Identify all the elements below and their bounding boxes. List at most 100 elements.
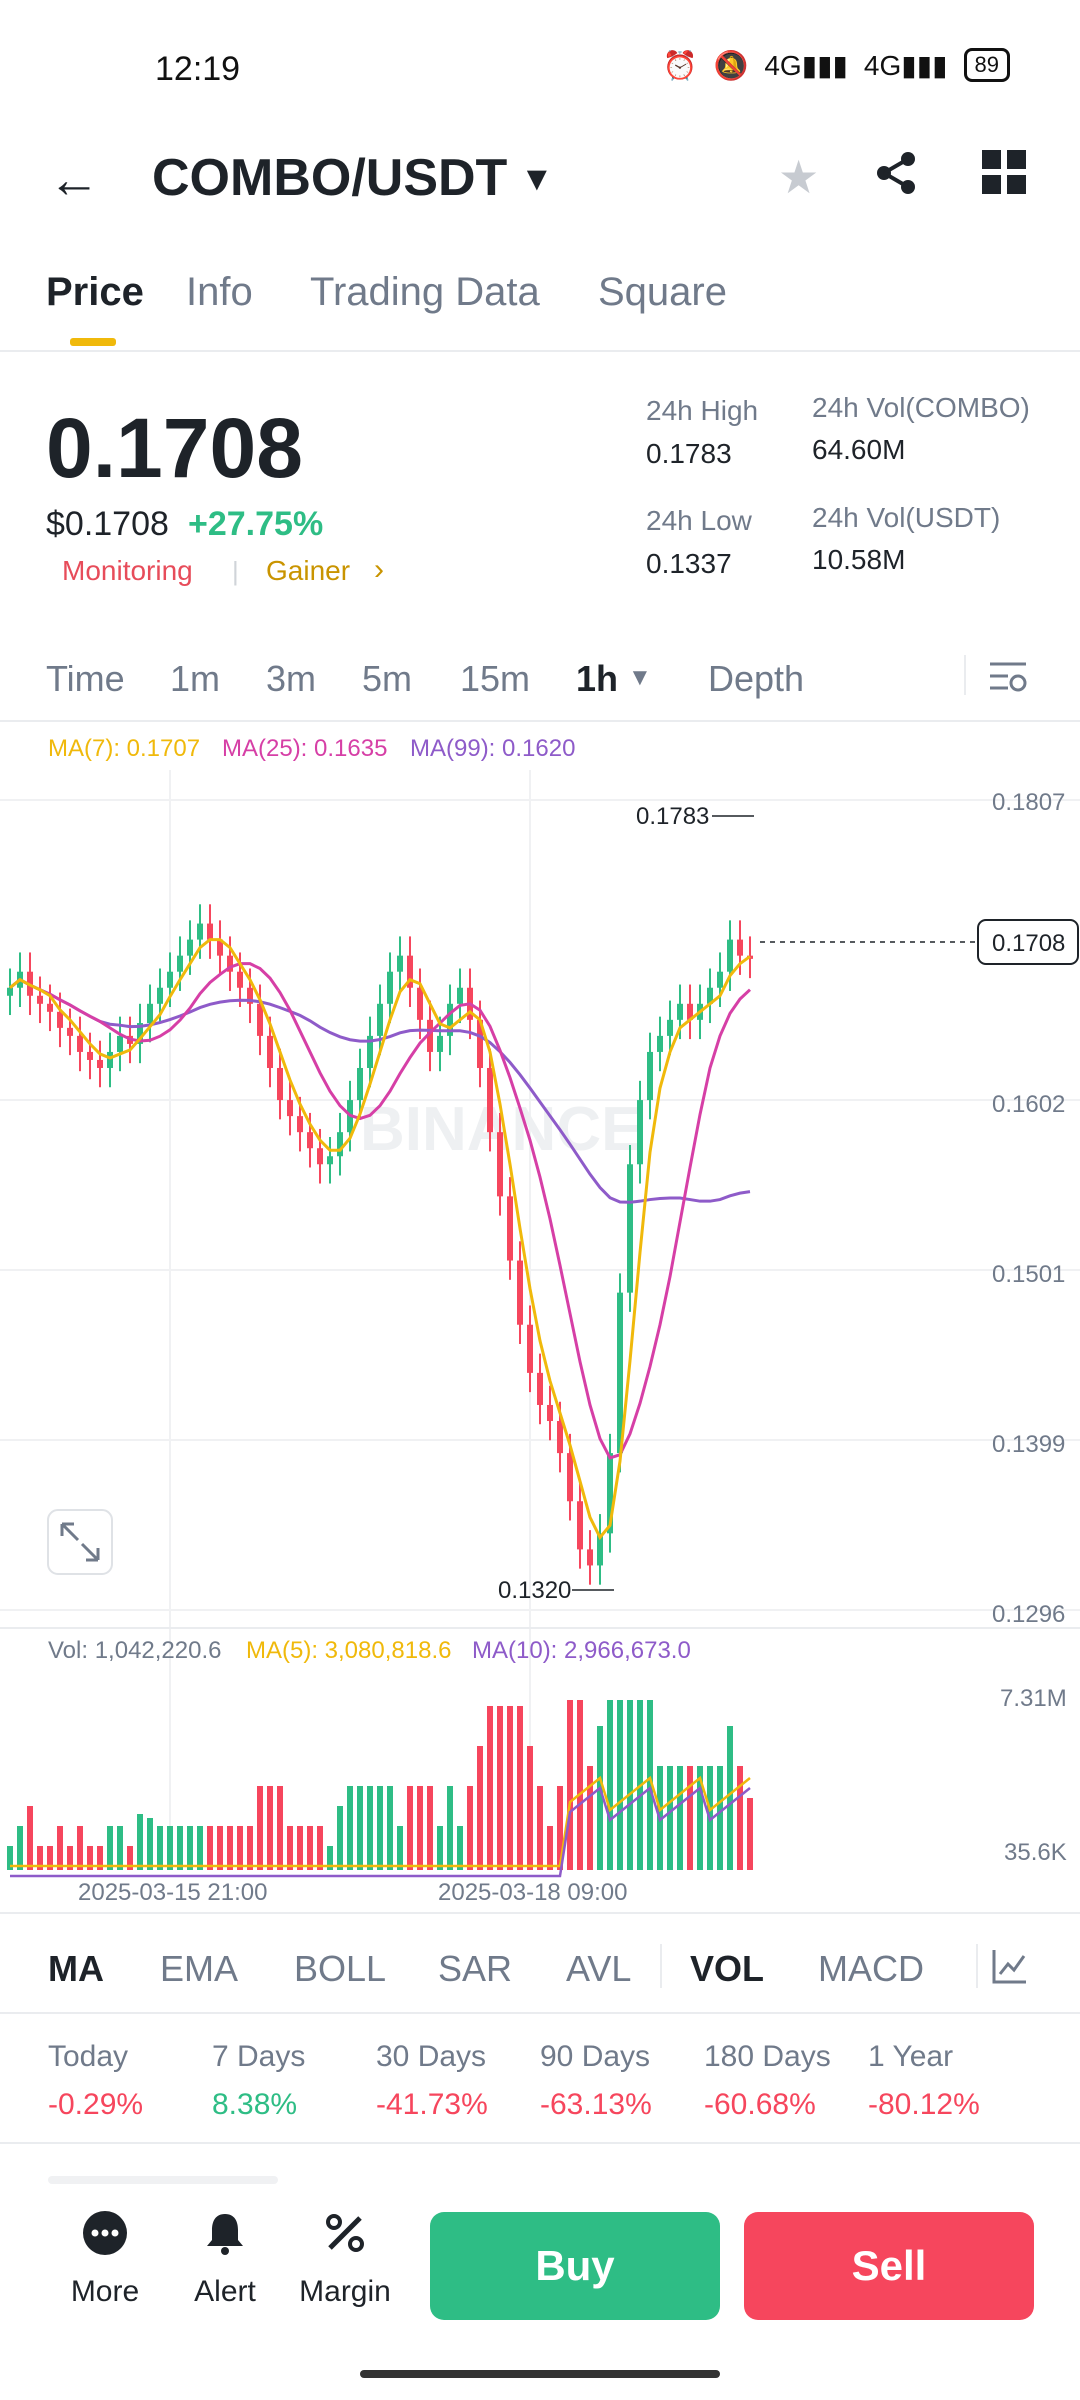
- back-arrow-icon[interactable]: ←: [48, 151, 100, 209]
- low-value: 0.1337: [646, 548, 732, 579]
- pair-title[interactable]: COMBO/USDT: [152, 149, 508, 207]
- volume-bar: [137, 1814, 143, 1870]
- candle-body: [197, 923, 203, 940]
- volume-bar: [517, 1706, 523, 1870]
- candle-body: [277, 1067, 283, 1101]
- volume-bar: [577, 1700, 583, 1870]
- chart-settings-icon[interactable]: [988, 656, 1028, 701]
- volume-bar: [727, 1726, 733, 1870]
- share-icon[interactable]: [874, 150, 920, 207]
- volume-bar: [697, 1766, 703, 1870]
- current-price-box: [977, 919, 1079, 965]
- volume-bar: [547, 1826, 553, 1870]
- candle-body: [667, 1019, 673, 1036]
- candle-body: [287, 1100, 293, 1117]
- tf-1m[interactable]: 1m: [170, 658, 221, 699]
- volume-bar: [177, 1826, 183, 1870]
- indicator-avl[interactable]: AVL: [566, 1948, 632, 1989]
- volume-bar: [457, 1826, 463, 1870]
- volume-bar: [267, 1786, 273, 1870]
- grid-menu-icon[interactable]: [982, 150, 1026, 205]
- volume-bar: [407, 1786, 413, 1870]
- margin-button[interactable]: Margin: [290, 2210, 400, 2309]
- candle-body: [607, 1453, 613, 1534]
- indicator-ma[interactable]: MA: [48, 1948, 104, 1989]
- tf-depth[interactable]: Depth: [708, 658, 805, 699]
- indicator-ema[interactable]: EMA: [160, 1948, 239, 1989]
- candle-body: [57, 1011, 63, 1028]
- more-button[interactable]: More: [50, 2210, 160, 2309]
- alert-button[interactable]: Alert: [170, 2210, 280, 2309]
- tf-1h[interactable]: 1h: [576, 658, 619, 699]
- indicator-macd[interactable]: MACD: [818, 1948, 924, 1989]
- tab-price[interactable]: Price: [46, 270, 144, 314]
- perf-label: 1 Year: [868, 2040, 954, 2073]
- favorite-star-icon[interactable]: ★: [778, 151, 820, 203]
- candle-body: [437, 1035, 443, 1052]
- candle-body: [447, 1003, 453, 1036]
- monitoring-tag[interactable]: Monitoring: [62, 555, 193, 586]
- volume-bar: [717, 1766, 723, 1870]
- chevron-right-icon[interactable]: ›: [374, 553, 384, 586]
- price-chart[interactable]: BINANCE MA(7): 0.1707 MA(25): 0.1635 MA(…: [0, 720, 1080, 1900]
- candle-body: [247, 987, 253, 1004]
- perf-value: 8.38%: [212, 2088, 298, 2121]
- candle-body: [147, 1003, 153, 1024]
- y-tick: 0.1399: [992, 1431, 1065, 1458]
- x-tick: 2025-03-15 21:00: [78, 1879, 268, 1900]
- ma99-line: [9, 977, 751, 1204]
- tf-3m[interactable]: 3m: [266, 658, 317, 699]
- current-price-label: 0.1708: [992, 930, 1065, 957]
- candle-body: [627, 1164, 633, 1293]
- volume-bar: [347, 1786, 353, 1870]
- volume-bar: [367, 1786, 373, 1870]
- indicator-settings-icon[interactable]: [990, 1946, 1030, 1991]
- vol-combo-label: 24h Vol(COMBO): [812, 392, 1030, 423]
- tab-info[interactable]: Info: [186, 270, 253, 314]
- candle-body: [167, 971, 173, 988]
- candle-body: [397, 955, 403, 972]
- y-tick: 0.1501: [992, 1261, 1065, 1288]
- home-indicator: [360, 2370, 720, 2378]
- percent-icon: [290, 2210, 400, 2267]
- candle-body: [677, 1003, 683, 1020]
- volume-bar: [617, 1700, 623, 1870]
- volume-bar: [127, 1846, 133, 1870]
- volume-bar: [37, 1846, 43, 1870]
- perf-label: 7 Days: [212, 2040, 306, 2073]
- candle-body: [707, 987, 713, 1004]
- candle-body: [87, 1051, 93, 1060]
- y-tick: 0.1296: [992, 1601, 1065, 1628]
- volume-bar: [747, 1798, 753, 1870]
- candle-body: [107, 1051, 113, 1068]
- candle-body: [327, 1156, 333, 1165]
- candle-body: [457, 987, 463, 1004]
- tab-square[interactable]: Square: [598, 270, 727, 314]
- buy-button[interactable]: Buy: [430, 2212, 720, 2320]
- chart-bottom-divider: [0, 1912, 1080, 1914]
- tf-caret-icon[interactable]: ▼: [628, 664, 652, 691]
- indicator-boll[interactable]: BOLL: [294, 1948, 387, 1989]
- candle-body: [577, 1501, 583, 1550]
- high-value: 0.1783: [646, 438, 732, 469]
- perf-value: -80.12%: [868, 2088, 980, 2121]
- tf-15m[interactable]: 15m: [460, 658, 531, 699]
- gainer-tag[interactable]: Gainer: [266, 555, 351, 586]
- tf-time[interactable]: Time: [46, 658, 125, 699]
- indicator-sar[interactable]: SAR: [438, 1948, 513, 1989]
- candle-body: [37, 995, 43, 1004]
- tf-5m[interactable]: 5m: [362, 658, 413, 699]
- volume-bar: [57, 1826, 63, 1870]
- sell-button[interactable]: Sell: [744, 2212, 1034, 2320]
- indicator-vol[interactable]: VOL: [690, 1948, 765, 1989]
- volume-bar: [397, 1826, 403, 1870]
- candle-body: [527, 1324, 533, 1373]
- tab-trading-data[interactable]: Trading Data: [310, 270, 540, 314]
- bell-icon: [170, 2210, 280, 2267]
- candle-body: [337, 1132, 343, 1157]
- perf-value: -41.73%: [376, 2088, 488, 2121]
- expand-icon[interactable]: [47, 1509, 113, 1575]
- volume-bar: [97, 1846, 103, 1870]
- pair-dropdown-caret-icon[interactable]: ▼: [520, 160, 554, 198]
- candle-body: [487, 1067, 493, 1133]
